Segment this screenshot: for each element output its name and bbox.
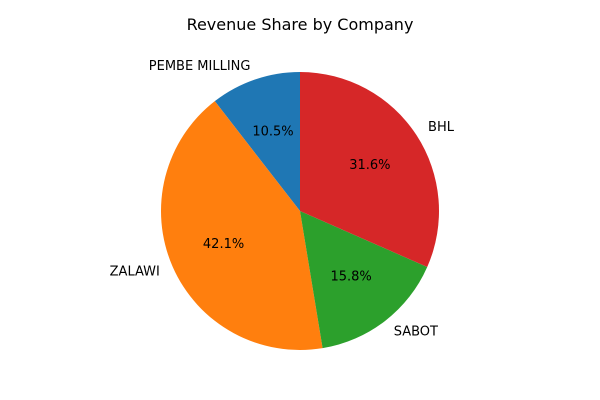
pie-slice-sabot bbox=[300, 211, 428, 349]
slice-label: BHL bbox=[428, 120, 455, 135]
slice-percent-label: 31.6% bbox=[349, 158, 390, 173]
slice-percent-label: 10.5% bbox=[252, 125, 293, 140]
slice-label: SABOT bbox=[394, 324, 438, 339]
pie-labels: PEMBE MILLING 10.5% ZALAWI 42.1% SABOT 15.8% B… bbox=[110, 59, 455, 339]
pie-slices bbox=[161, 72, 440, 351]
slice-label: PEMBE MILLING bbox=[149, 59, 251, 74]
slice-label: ZALAWI bbox=[110, 265, 160, 280]
pie-slice-pembe-milling bbox=[214, 72, 300, 211]
chart-title: Revenue Share by Company bbox=[187, 15, 414, 34]
slice-percent-label: 42.1% bbox=[203, 237, 244, 252]
pie-slice-zalawi bbox=[161, 101, 323, 351]
slice-percent-label: 15.8% bbox=[330, 269, 371, 284]
pie-slice-bhl bbox=[300, 72, 440, 268]
